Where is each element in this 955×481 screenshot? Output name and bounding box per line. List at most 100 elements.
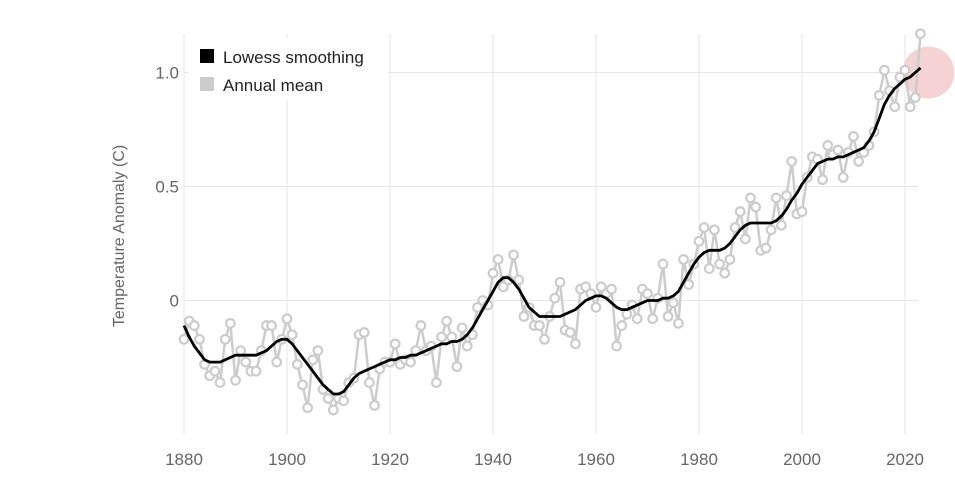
annual-mean-point-1935 [461,340,473,352]
annual-mean-point-1903 [297,379,308,391]
annual-mean-point-1993 [760,242,772,254]
annual-mean-point-2020 [899,64,911,76]
annual-mean-point-1888 [219,333,231,345]
annual-mean-point-1949 [533,320,545,331]
annual-mean-point-1902 [291,358,303,370]
annual-mean-point-1900 [281,313,293,325]
y-tick-label-1.0: 1.0 [155,64,179,83]
annual-mean-point-2018 [889,101,901,113]
annual-mean-point-1940 [487,267,499,279]
legend-swatch-lowess [200,49,214,63]
legend-label-annual: Annual mean [223,76,323,95]
annual-mean-point-1904 [302,402,314,414]
annual-mean-point-1997 [781,190,792,202]
annual-mean-point-1892 [240,356,252,368]
annual-mean-point-1978 [683,279,695,290]
annual-mean-point-1909 [327,404,339,416]
annual-mean-point-2015 [873,89,885,101]
annual-mean-point-1897 [266,320,277,331]
legend-label-lowess: Lowess smoothing [223,48,364,67]
annual-mean-point-2008 [837,171,849,183]
annual-mean-point-1965 [616,320,628,331]
annual-mean-point-1946 [518,311,530,322]
annual-mean-point-1966 [621,308,633,320]
x-tick-label-1940: 1940 [474,450,512,469]
x-tick-label-1960: 1960 [577,450,615,469]
annual-mean-point-2007 [832,144,844,156]
annual-mean-point-1930 [436,331,447,343]
annual-mean-point-1950 [539,333,550,345]
y-tick-label-0: 0 [170,292,179,311]
annual-mean-point-1934 [456,322,468,334]
lowess-smoothing-line [182,66,922,396]
annual-mean-point-2019 [894,71,906,83]
annual-mean-point-1976 [673,317,684,329]
annual-mean-point-2011 [853,156,865,167]
annual-mean-point-1890 [230,374,241,386]
y-axis-ticks: 0 0.5 1.0 [155,64,179,311]
x-tick-label-1880: 1880 [165,450,203,469]
annual-mean-point-1906 [312,345,324,357]
annual-mean-point-1894 [250,365,262,377]
annual-mean-point-1996 [776,219,787,231]
x-tick-label-1900: 1900 [268,450,306,469]
annual-mean-point-1926 [415,320,427,331]
annual-mean-point-1917 [369,399,380,411]
annual-mean-point-1968 [631,313,643,325]
annual-mean-point-1991 [750,201,762,213]
annual-mean-point-1905 [307,354,319,366]
annual-mean-point-1995 [770,192,782,204]
x-tick-label-1980: 1980 [680,450,718,469]
annual-mean-point-1937 [472,301,483,313]
annual-mean-point-1882 [188,320,200,331]
annual-mean-point-1983 [709,224,720,236]
y-axis-title: Temperature Anomaly (C) [111,145,128,327]
lowess-smoothing-series [182,66,922,396]
annual-mean-point-1973 [657,258,669,270]
annual-mean-point-1989 [739,233,751,245]
annual-mean-point-2000 [796,206,808,217]
annual-mean-point-1971 [647,313,659,325]
x-axis-ticks: 1880 1900 1920 1940 1960 1980 2000 2020 [165,450,924,469]
annual-mean-point-1981 [698,222,710,233]
annual-mean-point-1953 [554,276,566,288]
y-tick-label-0.5: 0.5 [155,178,179,197]
annual-mean-point-1982 [703,263,715,274]
x-tick-label-2000: 2000 [783,450,821,469]
annual-mean-point-1931 [441,315,453,327]
annual-mean-point-1988 [734,206,746,217]
legend: Lowess smoothing Annual mean [188,38,388,100]
annual-mean-point-1961 [595,281,607,293]
annual-mean-point-2023 [915,28,926,40]
annual-mean-point-1985 [719,267,731,279]
annual-mean-point-2022 [909,92,921,103]
annual-mean-point-1964 [611,340,622,352]
annual-mean-point-1984 [714,258,725,270]
annual-mean-point-1970 [642,288,653,300]
annual-mean-point-1974 [662,311,674,322]
annual-mean-point-1929 [430,377,442,388]
annual-mean-point-1944 [508,249,519,261]
annual-mean-point-1975 [667,297,679,309]
annual-mean-point-1990 [745,192,756,204]
annual-mean-point-1986 [724,254,736,265]
x-tick-label-2020: 2020 [886,450,924,469]
annual-mean-point-2005 [822,140,834,151]
annual-mean-point-1886 [209,365,221,377]
annual-mean-point-1908 [322,393,334,404]
annual-mean-point-1952 [549,292,561,304]
annual-mean-point-1911 [338,395,350,407]
annual-mean-point-1880 [178,333,190,345]
legend-swatch-annual [200,77,214,91]
annual-mean-point-1963 [606,283,617,295]
annual-mean-point-2016 [879,64,890,76]
annual-mean-point-1883 [194,333,205,345]
annual-mean-point-1955 [564,327,576,338]
annual-mean-point-2004 [817,174,828,186]
latest-year-highlight [902,46,955,99]
annual-mean-point-1994 [765,224,777,236]
annual-mean-point-1891 [235,345,247,357]
annual-mean-point-1941 [492,254,504,265]
annual-mean-point-1887 [214,377,226,388]
